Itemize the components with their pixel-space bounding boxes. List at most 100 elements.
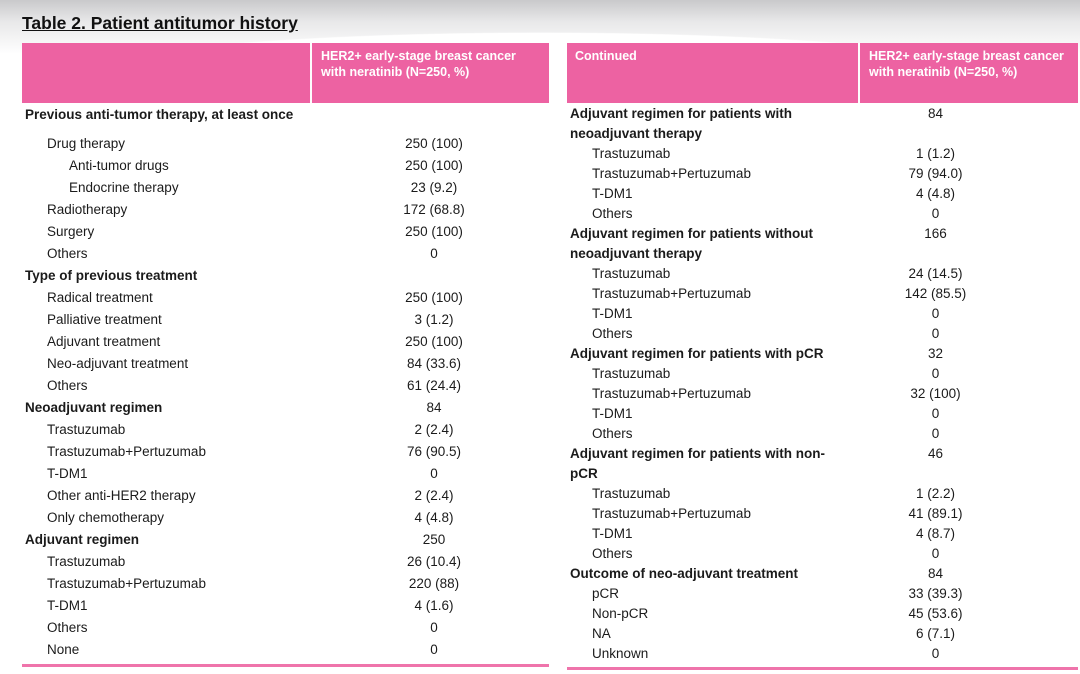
left-table-bottom-rule [22,664,549,667]
table-row: Trastuzumab+Pertuzumab 76 (90.5) [22,441,549,463]
row-label: Trastuzumab [592,486,671,501]
row-value: 84 [426,400,442,415]
row-label: Trastuzumab+Pertuzumab [592,506,751,521]
row-label: Adjuvant regimen for patients without ne… [570,226,814,261]
row-value: 172 (68.8) [403,202,465,217]
row-label: Others [592,546,633,561]
table-row: pCR 33 (39.3) [567,584,1078,604]
row-label: Adjuvant regimen [25,532,140,547]
row-value: 2 (2.4) [414,422,454,437]
table-row: Neo-adjuvant treatment 84 (33.6) [22,353,549,375]
row-value: 0 [931,546,940,561]
table-row: Trastuzumab+Pertuzumab 32 (100) [567,384,1078,404]
table-row: Others 61 (24.4) [22,375,549,397]
row-value: 84 [927,566,944,581]
row-label: Adjuvant regimen for patients with neoad… [570,106,793,141]
row-value: 26 (10.4) [406,554,462,569]
table-row: Drug therapy 250 (100) [22,133,549,155]
table-row: Trastuzumab+Pertuzumab 142 (85.5) [567,284,1078,304]
row-label: Adjuvant regimen for patients with non- … [570,446,826,481]
row-label: Trastuzumab [592,366,671,381]
row-label: Trastuzumab+Pertuzumab [592,166,751,181]
row-value: 0 [931,646,940,661]
row-value: 1 (1.2) [915,146,956,161]
row-value: 0 [430,246,438,261]
row-value: 4 (4.8) [915,186,956,201]
row-value: 0 [931,306,940,321]
row-value: 76 (90.5) [406,444,462,459]
row-label: Trastuzumab+Pertuzumab [592,286,751,301]
table-row: T-DM1 4 (1.6) [22,595,549,617]
table-row: Trastuzumab+Pertuzumab 220 (88) [22,573,549,595]
row-label: Radiotherapy [47,202,128,217]
row-label: Others [47,246,88,261]
row-value: 84 [927,106,944,121]
row-value: 41 (89.1) [908,506,963,521]
row-label: None [47,642,80,657]
table-row: Type of previous treatment [22,265,549,287]
row-value: 142 (85.5) [904,286,967,301]
row-label: Only chemotherapy [47,510,165,525]
row-label: Drug therapy [47,136,126,151]
row-value: 33 (39.3) [908,586,963,601]
table-row: Adjuvant regimen for patients with pCR 32 [567,344,1078,364]
table-row: Others 0 [22,617,549,639]
table-row: Neoadjuvant regimen 84 [22,397,549,419]
table-row: Non-pCR 45 (53.6) [567,604,1078,624]
table-row: Trastuzumab 1 (2.2) [567,484,1078,504]
row-label: Type of previous treatment [25,268,198,283]
left-table-header-empty-cell [22,43,310,103]
row-value: 32 (100) [910,386,961,401]
row-label: Previous anti-tumor therapy, at least on… [25,107,294,122]
row-label: Outcome of neo-adjuvant treatment [570,566,799,581]
row-label: Others [592,426,633,441]
row-label: T-DM1 [47,598,88,613]
right-table-body: Adjuvant regimen for patients with neoad… [567,103,1078,664]
table-row: Trastuzumab+Pertuzumab 41 (89.1) [567,504,1078,524]
row-label: Neo-adjuvant treatment [47,356,189,371]
row-label: Others [47,378,88,393]
row-value: 45 (53.6) [908,606,963,621]
table-row: Others 0 [567,324,1078,344]
row-value: 2 (2.4) [414,488,454,503]
row-label: Palliative treatment [47,312,162,327]
table-row: T-DM1 0 [567,404,1078,424]
table-row: Trastuzumab 2 (2.4) [22,419,549,441]
table-row: Trastuzumab 24 (14.5) [567,264,1078,284]
patient-history-table-left: HER2+ early-stage breast cancer with ner… [22,43,549,667]
table-row: Trastuzumab+Pertuzumab 79 (94.0) [567,164,1078,184]
patient-history-table-right: Continued HER2+ early-stage breast cance… [567,43,1078,670]
row-value: 0 [430,466,438,481]
table-row: Trastuzumab 0 [567,364,1078,384]
row-value: 250 [422,532,446,547]
row-value: 24 (14.5) [908,266,963,281]
row-value: 32 [927,346,944,361]
table-row: Adjuvant treatment 250 (100) [22,331,549,353]
row-label: Unknown [592,646,649,661]
row-label: Adjuvant regimen for patients with pCR [570,346,824,361]
table-row: Anti-tumor drugs 250 (100) [22,155,549,177]
row-value: 23 (9.2) [410,180,458,195]
table-row: Radiotherapy 172 (68.8) [22,199,549,221]
table-row: Others 0 [22,243,549,265]
row-value: 250 (100) [405,158,463,173]
left-table-header: HER2+ early-stage breast cancer with ner… [22,43,549,103]
row-label: Trastuzumab+Pertuzumab [47,576,206,591]
row-value: 250 (100) [405,334,463,349]
row-value: 0 [931,366,940,381]
header-column-divider [858,43,860,103]
table-row: Adjuvant regimen for patients with non- … [567,444,1078,484]
row-label: Surgery [47,224,95,239]
row-label: Other anti-HER2 therapy [47,488,196,503]
table-row: Unknown 0 [567,644,1078,664]
row-value: 250 (100) [405,136,463,151]
row-value: 220 (88) [408,576,460,591]
table-row: NA 6 (7.1) [567,624,1078,644]
table-row: Trastuzumab 26 (10.4) [22,551,549,573]
row-label: Trastuzumab+Pertuzumab [592,386,751,401]
table-row: Others 0 [567,424,1078,444]
row-value: 0 [931,426,940,441]
table-row: Endocrine therapy 23 (9.2) [22,177,549,199]
row-label: T-DM1 [592,306,633,321]
right-table-header: Continued HER2+ early-stage breast cance… [567,43,1078,103]
